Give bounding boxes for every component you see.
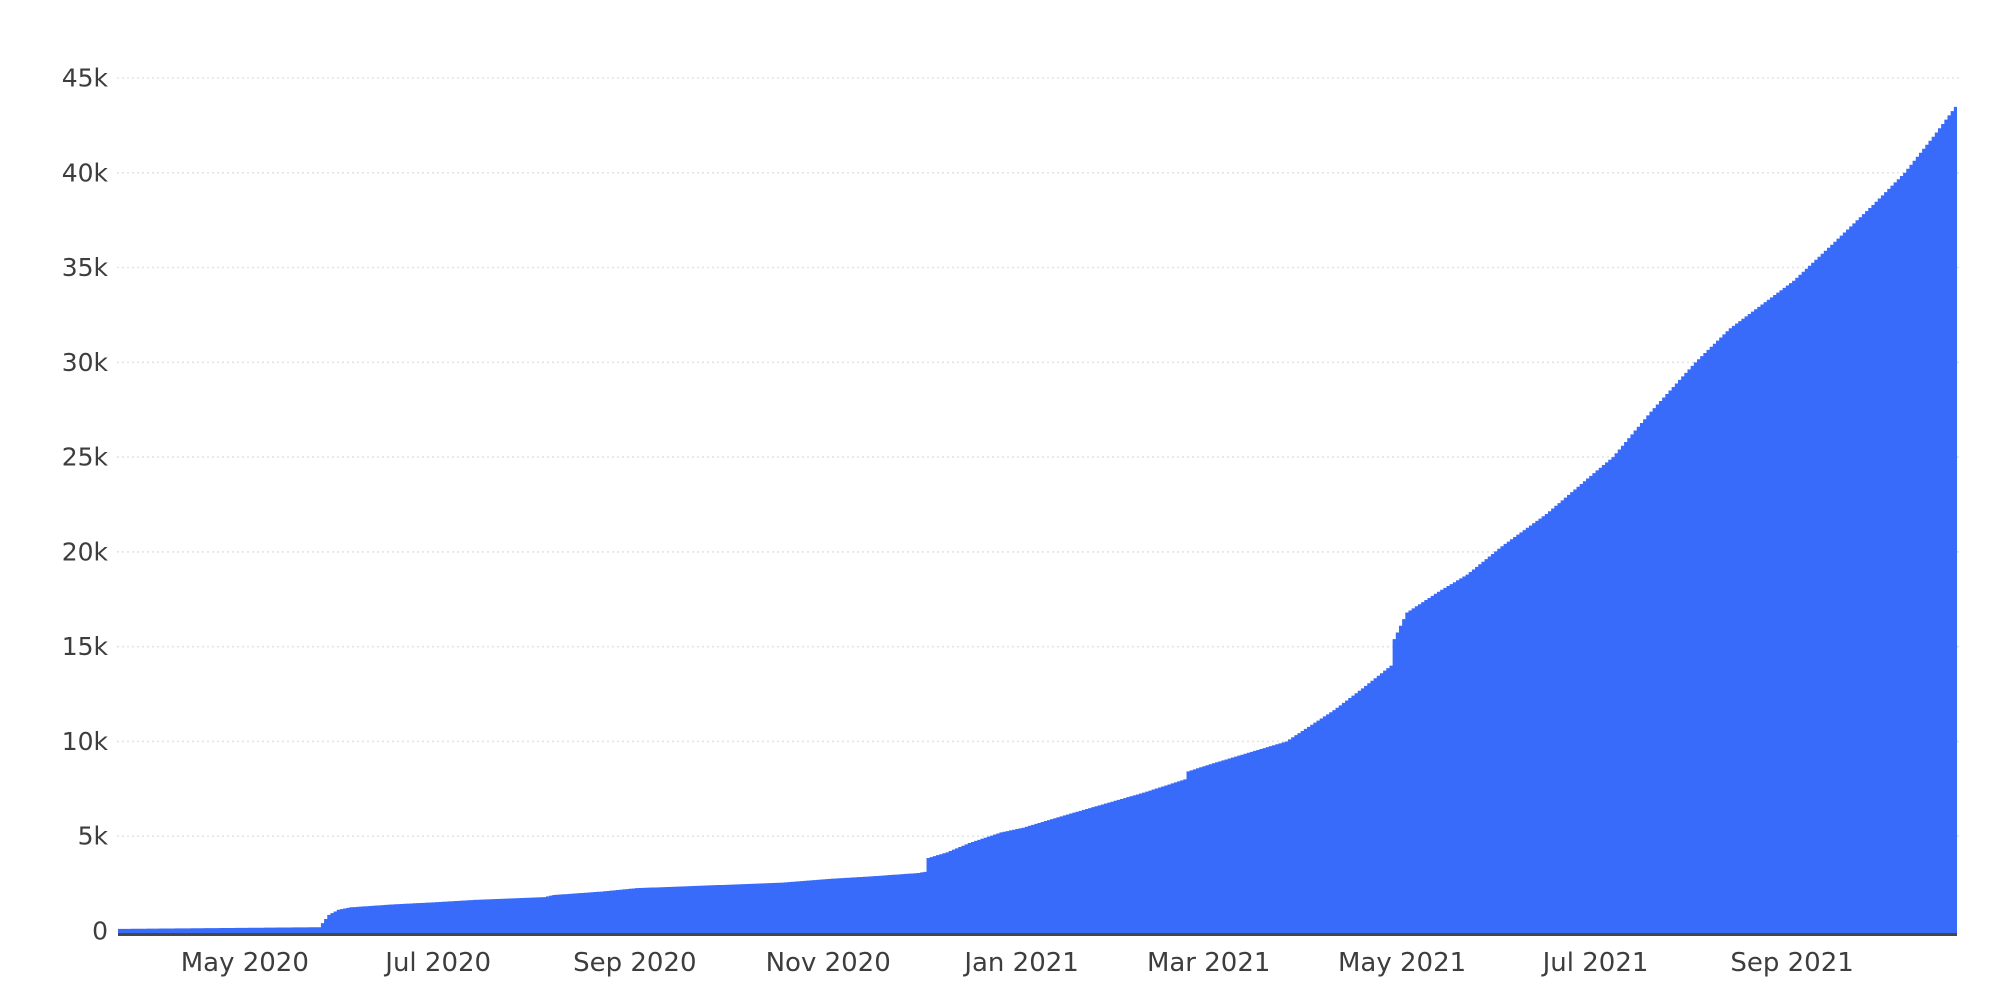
x-axis-tick-label: Mar 2021 (1147, 948, 1271, 978)
x-axis-tick-label: Nov 2020 (766, 948, 891, 978)
y-axis-tick-label: 35k (62, 253, 109, 282)
x-axis-tick-label: Jan 2021 (962, 948, 1079, 978)
x-axis-tick-label: May 2021 (1338, 948, 1466, 978)
series-area (118, 106, 1957, 934)
y-axis-tick-label: 20k (62, 537, 109, 566)
y-axis-tick-label: 15k (62, 632, 109, 661)
x-axis-tick-label: Jul 2020 (383, 948, 491, 978)
y-axis-tick-label: 30k (62, 348, 109, 377)
x-axis-tick-label: Sep 2021 (1730, 948, 1853, 978)
y-axis-tick-label: 5k (78, 822, 109, 851)
x-axis-tick-label: Sep 2020 (573, 948, 696, 978)
x-axis-tick-label: May 2020 (181, 948, 309, 978)
x-axis-tick-label: Jul 2021 (1541, 948, 1649, 978)
x-axis-line (118, 933, 1957, 936)
y-axis-tick-label: 10k (62, 727, 109, 756)
y-axis-tick-label: 0 (92, 917, 108, 946)
y-axis-tick-label: 40k (62, 158, 109, 187)
y-axis-tick-label: 45k (62, 64, 109, 93)
y-axis-tick-label: 25k (62, 443, 109, 472)
